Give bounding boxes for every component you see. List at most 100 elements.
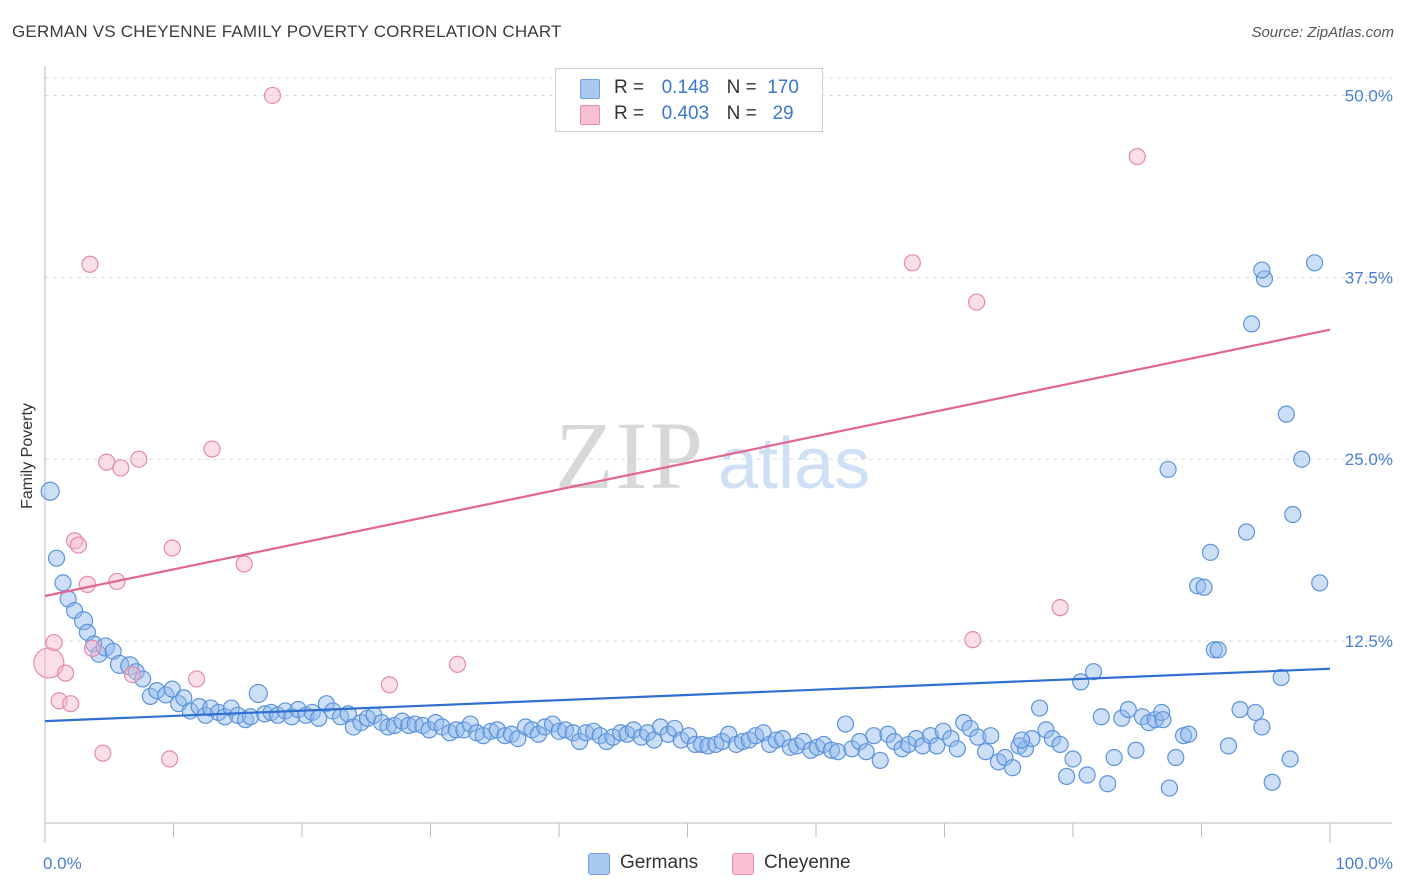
germans-point [1311,574,1329,592]
germans-point [47,549,66,567]
germans-point [822,741,841,759]
germans-point [865,727,883,745]
legend-r-label: R = [614,103,645,124]
germans-point [109,654,130,674]
germans-point [767,731,785,749]
bottom-legend-label-cheyenne: Cheyenne [764,852,851,873]
legend-swatch-germans [580,79,600,99]
legend-swatch-cheyenne [580,105,600,125]
cheyenne-point [1128,147,1146,166]
cheyenne-point [69,536,88,554]
germans-point [1099,775,1117,793]
y-tick-label: 12.5% [1345,632,1393,651]
germans-point [310,709,328,727]
y-tick-label: 37.5% [1345,268,1393,287]
germans-point [256,705,274,723]
cheyenne-point [235,555,253,573]
germans-point [836,715,855,733]
bottom-legend-swatch-germans [588,853,610,875]
legend-r-value: 0.148 [661,77,710,98]
germans-point [1113,709,1131,727]
germans-point [1205,641,1223,659]
germans-point [1037,721,1055,739]
correlation-legend: R = 0.148 N = 170 R = 0.403 N = 29 [555,68,823,132]
trend-lines [44,328,1331,723]
legend-n-value: 29 [772,103,794,124]
legend-n-label: N = [726,103,757,124]
chart-title: GERMAN VS CHEYENNE FAMILY POVERTY CORREL… [12,22,562,41]
germans-point [242,708,260,726]
germans-point [829,743,847,761]
data-points [33,86,1329,797]
germans-point [1219,737,1238,755]
germans-point [612,724,630,742]
germans-point [857,743,875,761]
germans-trend-line [44,667,1331,723]
cheyenne-point [130,450,148,468]
germans-point [40,481,60,501]
germans-point [1237,523,1256,541]
germans-point [1154,711,1172,729]
germans-point [1004,759,1022,777]
germans-point [680,727,698,745]
germans-point [1231,700,1249,719]
germans-point [1167,748,1185,767]
germans-point [921,727,939,745]
germans-point [303,703,321,722]
cheyenne-point [263,86,282,105]
germans-point [1030,699,1049,717]
x-tick-label: 100.0% [1335,854,1393,873]
cheyenne-point [968,293,986,311]
tick-labels: 12.5% 25.0% 37.5% 50.0% 0.0% 100.0% [43,86,1393,873]
germans-point [1209,641,1227,659]
cheyenne-point [78,575,97,593]
germans-point [461,715,479,733]
germans-point [1064,750,1082,768]
x-tick-label: 0.0% [43,854,82,873]
germans-point [1263,773,1281,791]
germans-point [400,716,418,735]
germans-point [1293,450,1311,468]
germans-point [1272,668,1290,687]
germans-point [1084,663,1103,681]
cheyenne-point [62,695,80,713]
cheyenne-point [964,631,982,649]
watermark-zip: ZIP [555,402,705,509]
germans-point [591,727,609,745]
legend-n-label: N = [726,77,757,98]
bottom-legend-swatch-cheyenne [732,853,754,875]
germans-point [1243,315,1261,333]
germans-point [134,670,152,688]
germans-point [54,574,72,592]
germans-point [942,730,960,748]
germans-point [1246,703,1265,722]
cheyenne-point [123,665,141,684]
germans-point [1160,779,1178,797]
germans-point [1305,254,1324,272]
cheyenne-point [94,744,112,762]
germans-point [1277,405,1295,423]
germans-point [977,743,995,761]
y-tick-label: 25.0% [1345,450,1393,469]
germans-point [564,724,582,742]
germans-point [1284,505,1302,524]
germans-point [948,740,966,758]
germans-point [1159,460,1177,479]
germans-point [95,637,115,657]
germans-point [157,686,175,704]
germans-point [686,735,704,754]
germans-point [90,645,108,663]
cheyenne-point [81,255,99,273]
cheyenne-point [56,664,75,682]
germans-point [1127,741,1145,759]
cheyenne-point [112,459,130,477]
germans-point [1092,708,1110,726]
germans-point [1119,700,1137,719]
germans-point [969,728,987,746]
germans-point [928,737,946,755]
axes [44,66,1392,843]
y-tick-label: 50.0% [1345,86,1393,105]
cheyenne-point [161,750,179,768]
cheyenne-point [83,639,102,657]
